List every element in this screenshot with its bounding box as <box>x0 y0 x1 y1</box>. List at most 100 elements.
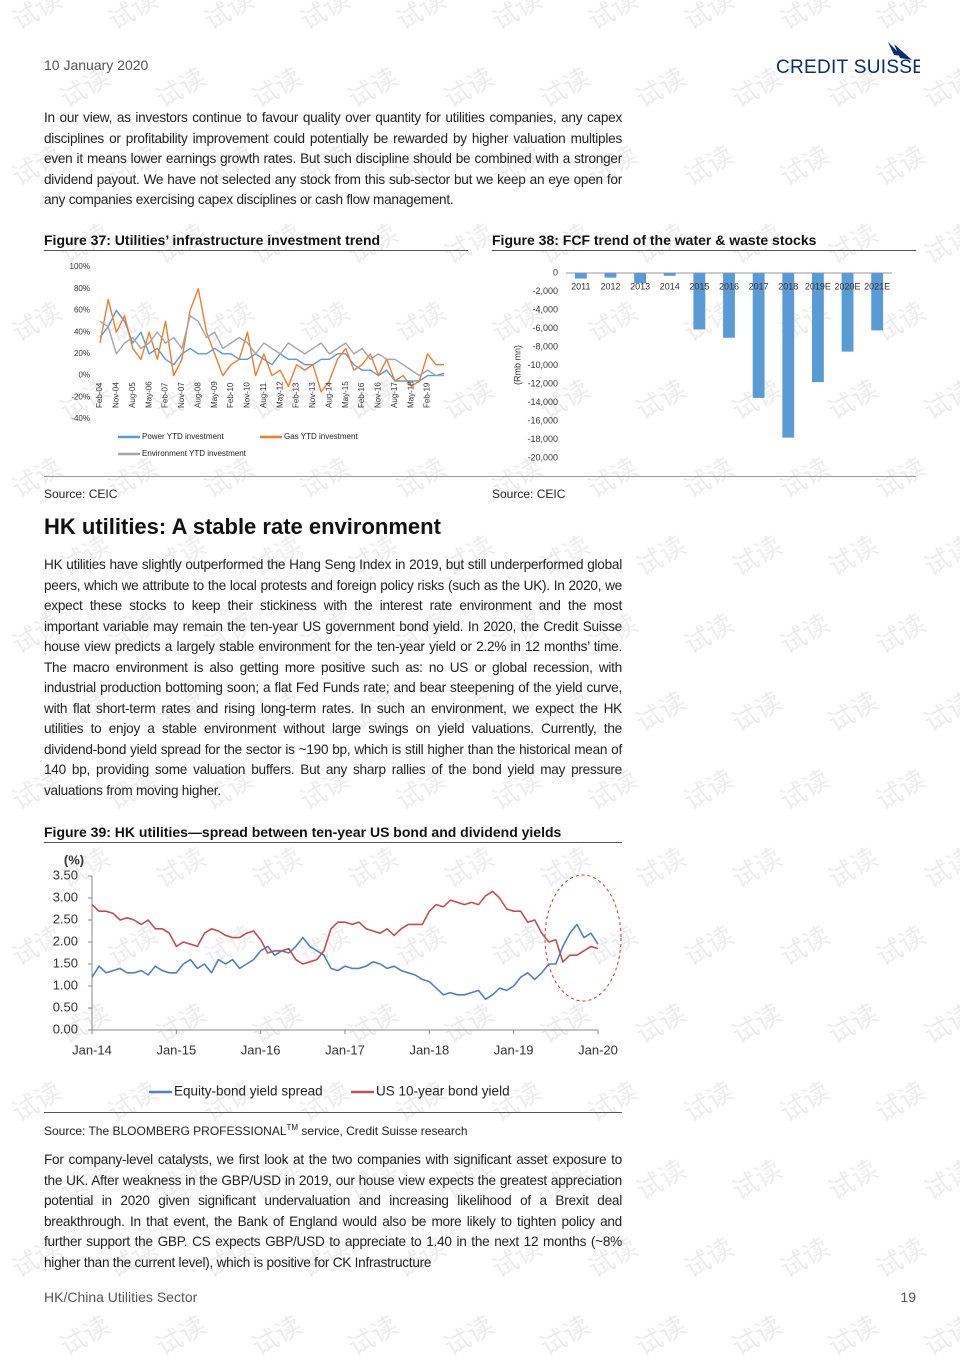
x-tick-label: 2018 <box>778 281 798 291</box>
watermark: 试读 <box>774 607 835 660</box>
section-heading: HK utilities: A stable rate environment <box>44 514 441 539</box>
y-axis-label: (%) <box>64 852 84 867</box>
legend-label: US 10-year bond yield <box>376 1084 510 1099</box>
x-tick-label: Jan-17 <box>325 1042 365 1057</box>
header-date: 10 January 2020 <box>44 57 149 73</box>
bar <box>782 273 795 438</box>
y-tick-label: 80% <box>74 284 90 293</box>
logo-sails <box>888 42 912 60</box>
x-tick-label: 2013 <box>630 281 650 291</box>
watermark: 试读 <box>774 0 835 36</box>
x-tick-label: May-18 <box>406 381 415 408</box>
source-superscript: TM <box>286 1123 299 1132</box>
x-tick-label: Jan-20 <box>578 1042 618 1057</box>
watermark: 试读 <box>822 1309 883 1357</box>
x-tick-label: Nov-16 <box>374 382 383 408</box>
logo-text: CREDIT SUISSE <box>776 57 920 78</box>
bar <box>871 273 884 331</box>
bar <box>841 273 854 352</box>
y-tick-label: -20,000 <box>527 452 558 462</box>
x-tick-label: Jan-14 <box>72 1042 112 1057</box>
x-tick-label: 2011 <box>571 281 590 291</box>
watermark: 试读 <box>726 529 787 582</box>
bar <box>634 273 647 284</box>
watermark: 试读 <box>918 529 960 582</box>
rule <box>44 842 622 843</box>
watermark: 试读 <box>822 841 883 894</box>
y-tick-label: -8,000 <box>532 341 558 351</box>
watermark: 试读 <box>822 685 883 738</box>
x-tick-label: Feb-07 <box>161 382 170 408</box>
watermark: 试读 <box>582 0 643 36</box>
watermark: 试读 <box>534 1309 595 1357</box>
watermark: 试读 <box>726 1309 787 1357</box>
watermark: 试读 <box>678 607 739 660</box>
y-tick-label: 1.00 <box>53 977 78 992</box>
watermark: 试读 <box>870 919 931 972</box>
source-text: Source: The BLOOMBERG PROFESSIONAL <box>44 1124 287 1138</box>
chart: 100% 80% 60% 40% 20% 0% -20% -40% Feb-04 Nov-04 Au… <box>70 262 445 458</box>
watermark: 试读 <box>870 1075 931 1128</box>
y-tick-label: 0.00 <box>53 1021 78 1036</box>
watermark: 试读 <box>630 1153 691 1206</box>
y-tick-label: -14,000 <box>527 397 558 407</box>
watermark: 试读 <box>6 0 67 36</box>
rule <box>44 476 916 477</box>
figure-source: Source: CEIC <box>492 487 566 501</box>
series-line <box>91 890 599 965</box>
y-tick-label: -10,000 <box>527 360 558 370</box>
figure-source: Source: CEIC <box>44 487 118 501</box>
bar <box>752 273 765 398</box>
watermark: 试读 <box>678 763 739 816</box>
rule <box>44 1112 622 1113</box>
watermark: 试读 <box>774 1231 835 1284</box>
watermark: 试读 <box>774 139 835 192</box>
legend-label: Power YTD investment <box>142 432 224 441</box>
watermark: 试读 <box>246 1309 307 1357</box>
legend-label: Environment YTD investment <box>142 449 247 458</box>
page-number: 19 <box>900 1289 916 1305</box>
watermark: 试读 <box>630 997 691 1050</box>
x-tick-label: May-15 <box>341 381 350 408</box>
watermark: 试读 <box>822 1153 883 1206</box>
watermark: 试读 <box>774 763 835 816</box>
x-tick-label: Jan-18 <box>409 1042 449 1057</box>
x-tick-label: Feb-19 <box>423 382 432 408</box>
legend-label: Gas YTD investment <box>284 432 358 441</box>
watermark: 试读 <box>678 1231 739 1284</box>
watermark: 试读 <box>870 607 931 660</box>
x-tick-label: Aug-05 <box>128 382 137 408</box>
x-tick-label: 2020E <box>835 281 861 291</box>
watermark: 试读 <box>822 529 883 582</box>
y-tick-label: 0.50 <box>53 999 78 1014</box>
watermark: 试读 <box>870 0 931 36</box>
chart: 3.50 3.00 2.50 2.00 1.50 1.00 0.50 0.00 Jan-14 Ja… <box>53 852 622 1099</box>
watermark: 试读 <box>870 763 931 816</box>
x-tick-label: Jan-15 <box>156 1042 196 1057</box>
watermark: 试读 <box>390 0 451 36</box>
watermark: 试读 <box>918 997 960 1050</box>
x-tick-label: Nov-13 <box>308 382 317 408</box>
watermark: 试读 <box>678 139 739 192</box>
paragraph: In our view, as investors continue to fa… <box>44 110 622 207</box>
watermark: 试读 <box>918 1309 960 1357</box>
bar <box>723 273 735 338</box>
watermark: 试读 <box>726 997 787 1050</box>
y-tick-label: -6,000 <box>532 323 558 333</box>
watermark: 试读 <box>870 139 931 192</box>
legend-label: Equity-bond yield spread <box>174 1084 323 1099</box>
watermark: 试读 <box>918 61 960 114</box>
watermark: 试读 <box>726 1153 787 1206</box>
y-tick-label: 0% <box>78 371 90 380</box>
x-tick-label: 2015 <box>689 281 709 291</box>
watermark: 试读 <box>918 685 960 738</box>
x-tick-label: Nov-10 <box>243 382 252 408</box>
x-tick-label: May-12 <box>275 381 284 408</box>
series-line <box>99 309 445 382</box>
watermark: 试读 <box>438 61 499 114</box>
y-tick-label: -4,000 <box>532 304 558 314</box>
watermark: 试读 <box>198 0 259 36</box>
watermark: 试读 <box>870 1231 931 1284</box>
watermark: 试读 <box>678 1075 739 1128</box>
